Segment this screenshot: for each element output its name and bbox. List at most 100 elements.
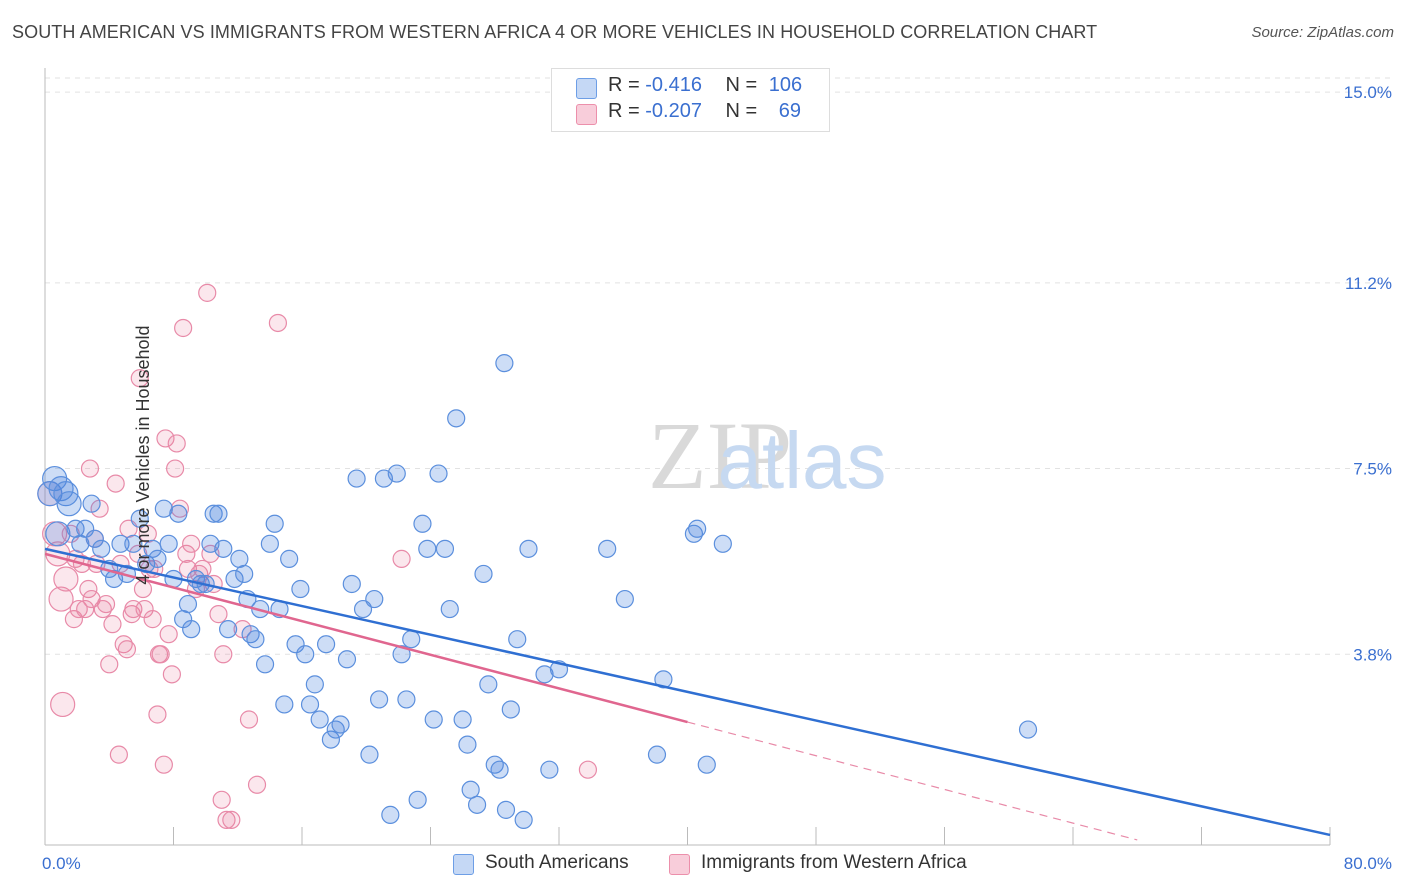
point-south-americans — [647, 745, 667, 764]
point-western-africa — [148, 705, 167, 724]
point-south-americans — [321, 730, 341, 749]
point-south-americans — [225, 569, 244, 589]
point-western-africa — [214, 645, 233, 664]
point-south-americans — [370, 690, 389, 709]
point-south-americans — [255, 655, 275, 674]
point-south-americans — [408, 790, 427, 809]
point-south-americans — [402, 630, 421, 649]
point-south-americans — [461, 780, 480, 799]
point-south-americans — [230, 549, 249, 568]
point-western-africa — [93, 599, 112, 619]
bottom-swatch-blue — [453, 854, 474, 875]
y-tick-label: 15.0% — [1344, 83, 1392, 102]
legend-swatch-pink — [576, 104, 597, 125]
point-south-americans — [365, 589, 384, 609]
point-south-americans — [474, 564, 493, 584]
point-south-americans — [214, 539, 233, 558]
point-south-americans — [508, 630, 527, 649]
point-south-americans — [235, 564, 254, 584]
point-south-americans — [688, 519, 707, 538]
point-south-americans — [305, 675, 324, 694]
point-south-americans — [111, 534, 130, 553]
point-south-americans — [413, 514, 432, 533]
point-south-americans — [540, 760, 559, 779]
y-tick-label: 3.8% — [1353, 645, 1392, 664]
point-western-africa — [130, 369, 149, 388]
trendline-south-americans — [44, 547, 1331, 837]
point-western-africa — [50, 691, 76, 718]
point-south-americans — [92, 539, 111, 558]
point-western-africa — [217, 810, 236, 830]
point-south-americans — [514, 810, 533, 830]
point-south-americans — [713, 534, 732, 553]
y-axis-label: 4 or more Vehicles in Household — [133, 325, 154, 585]
point-western-africa — [151, 645, 170, 664]
point-south-americans — [467, 795, 487, 814]
point-south-americans — [260, 534, 279, 553]
point-western-africa — [268, 313, 288, 333]
point-south-americans — [458, 735, 477, 754]
point-south-americans — [1018, 720, 1038, 739]
point-south-americans — [654, 670, 673, 689]
watermark-zip: ZIP — [648, 402, 792, 509]
source-label: Source: ZipAtlas.com — [1251, 24, 1394, 41]
point-western-africa — [239, 710, 259, 729]
point-south-americans — [435, 539, 455, 558]
point-south-americans — [453, 710, 472, 729]
point-western-africa — [198, 283, 217, 302]
point-south-americans — [429, 464, 448, 483]
point-south-americans — [275, 695, 294, 714]
point-south-americans — [490, 760, 509, 779]
point-south-americans — [501, 700, 520, 719]
point-south-americans — [82, 494, 101, 513]
point-south-americans — [280, 549, 299, 568]
point-south-americans — [48, 476, 74, 502]
x-tick-label: 80.0% — [1344, 854, 1392, 873]
point-south-americans — [495, 354, 514, 373]
point-south-americans — [316, 635, 336, 654]
point-south-americans — [392, 645, 411, 664]
point-south-americans — [615, 589, 634, 609]
point-south-americans — [381, 805, 400, 824]
point-western-africa — [182, 534, 201, 553]
point-south-americans — [246, 630, 265, 649]
point-south-americans — [178, 594, 198, 614]
x-tick-label: 0.0% — [42, 854, 81, 873]
y-tick-label: 11.2% — [1345, 274, 1392, 293]
point-western-africa — [100, 655, 119, 674]
point-south-americans — [360, 745, 379, 764]
point-south-americans — [337, 650, 357, 669]
point-south-americans — [697, 755, 716, 774]
point-south-americans — [310, 710, 329, 729]
point-south-americans — [265, 514, 284, 533]
point-south-americans — [45, 521, 71, 547]
point-western-africa — [48, 586, 74, 612]
point-western-africa — [247, 775, 267, 794]
point-south-americans — [219, 620, 238, 639]
point-western-africa — [578, 760, 598, 779]
point-western-africa — [96, 594, 116, 614]
point-western-africa — [159, 625, 178, 644]
point-south-americans — [204, 504, 223, 523]
point-south-americans — [209, 504, 228, 523]
point-south-americans — [479, 675, 498, 694]
point-south-americans — [182, 620, 201, 639]
point-south-americans — [496, 800, 516, 819]
point-western-africa — [106, 474, 125, 493]
point-south-americans — [440, 599, 459, 619]
point-south-americans — [447, 409, 466, 428]
chart-title: SOUTH AMERICAN VS IMMIGRANTS FROM WESTER… — [12, 22, 1098, 42]
trendline-western-africa — [44, 552, 688, 724]
point-south-americans — [598, 539, 617, 558]
point-south-americans — [347, 469, 366, 488]
point-south-americans — [397, 690, 416, 709]
point-south-americans — [535, 665, 554, 684]
point-south-americans — [148, 549, 167, 568]
point-western-africa — [162, 665, 181, 684]
point-western-africa — [177, 544, 196, 563]
point-western-africa — [156, 429, 175, 448]
point-western-africa — [80, 459, 100, 478]
point-western-africa — [53, 566, 79, 592]
point-western-africa — [117, 640, 137, 659]
